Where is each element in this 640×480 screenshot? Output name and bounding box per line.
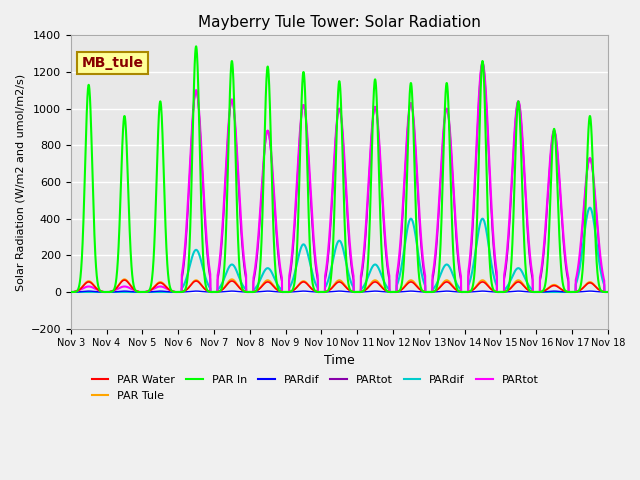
Legend: PAR Water, PAR Tule, PAR In, PARdif, PARtot, PARdif, PARtot: PAR Water, PAR Tule, PAR In, PARdif, PAR… [87, 371, 543, 405]
X-axis label: Time: Time [324, 354, 355, 367]
Y-axis label: Solar Radiation (W/m2 and umol/m2/s): Solar Radiation (W/m2 and umol/m2/s) [15, 73, 25, 290]
Title: Mayberry Tule Tower: Solar Radiation: Mayberry Tule Tower: Solar Radiation [198, 15, 481, 30]
Text: MB_tule: MB_tule [81, 56, 143, 70]
